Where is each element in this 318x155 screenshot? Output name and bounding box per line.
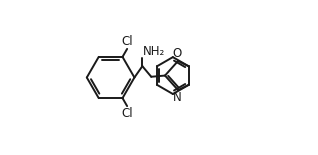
Text: O: O bbox=[173, 47, 182, 60]
Text: NH₂: NH₂ bbox=[143, 45, 165, 58]
Text: Cl: Cl bbox=[121, 107, 133, 120]
Text: Cl: Cl bbox=[121, 35, 133, 48]
Text: N: N bbox=[173, 91, 182, 104]
